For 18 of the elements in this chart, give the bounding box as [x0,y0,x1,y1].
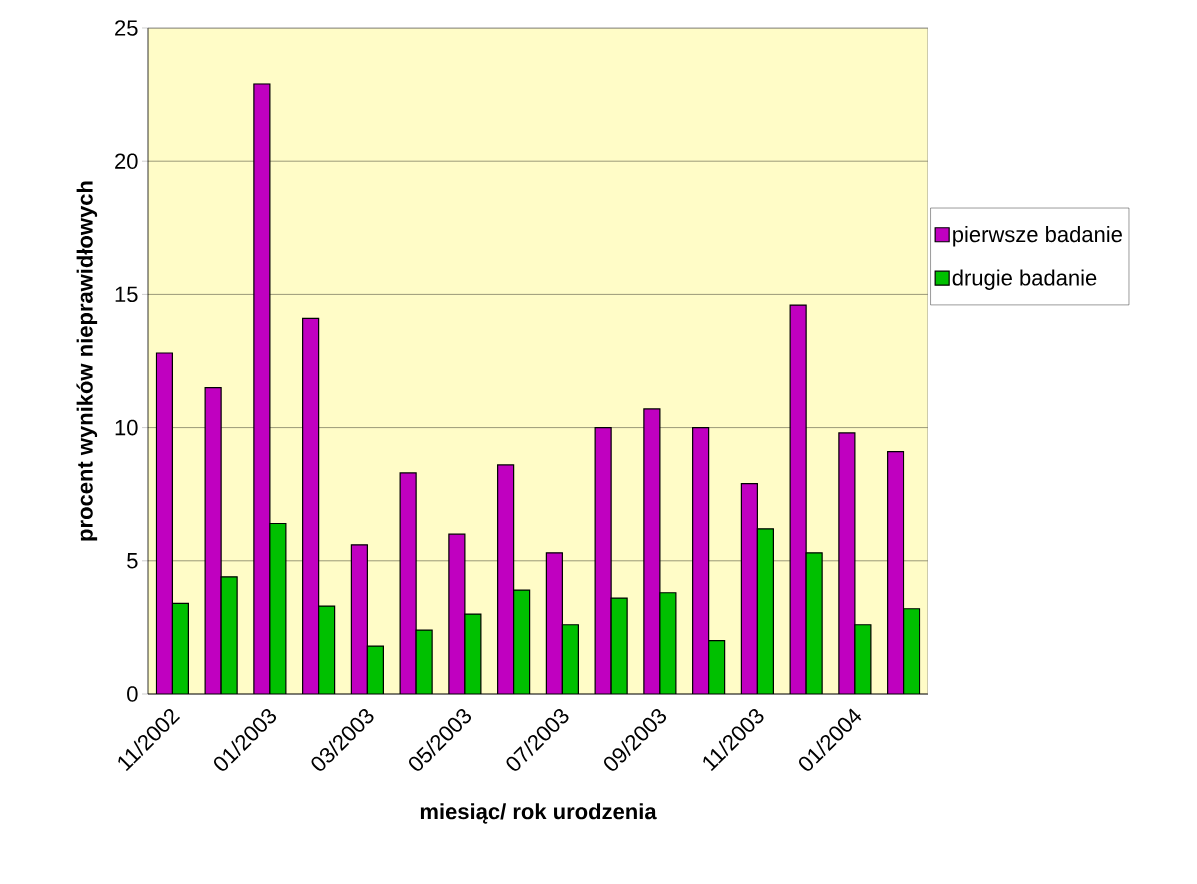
y-tick-label: 5 [127,553,138,569]
legend-label: pierwsze badanie [953,226,1122,247]
bar [318,606,335,694]
y-tick-label: 10 [115,419,138,436]
bar [562,624,579,694]
bar [708,640,725,694]
legend-label: drugie badanie [952,269,1097,290]
x-axis-title: miesiąc/ rok urodzenia [420,803,657,824]
bar [172,603,189,694]
y-tick-label: 0 [127,686,138,702]
bar [513,590,530,694]
bar [757,528,774,694]
y-axis-title: procent wyników nieprawidłowych [76,181,98,541]
y-tick-label: 15 [115,286,138,303]
y-tick-label: 20 [115,153,138,169]
bar [903,608,921,694]
bar [367,646,384,694]
y-tick-label: 25 [115,20,138,36]
